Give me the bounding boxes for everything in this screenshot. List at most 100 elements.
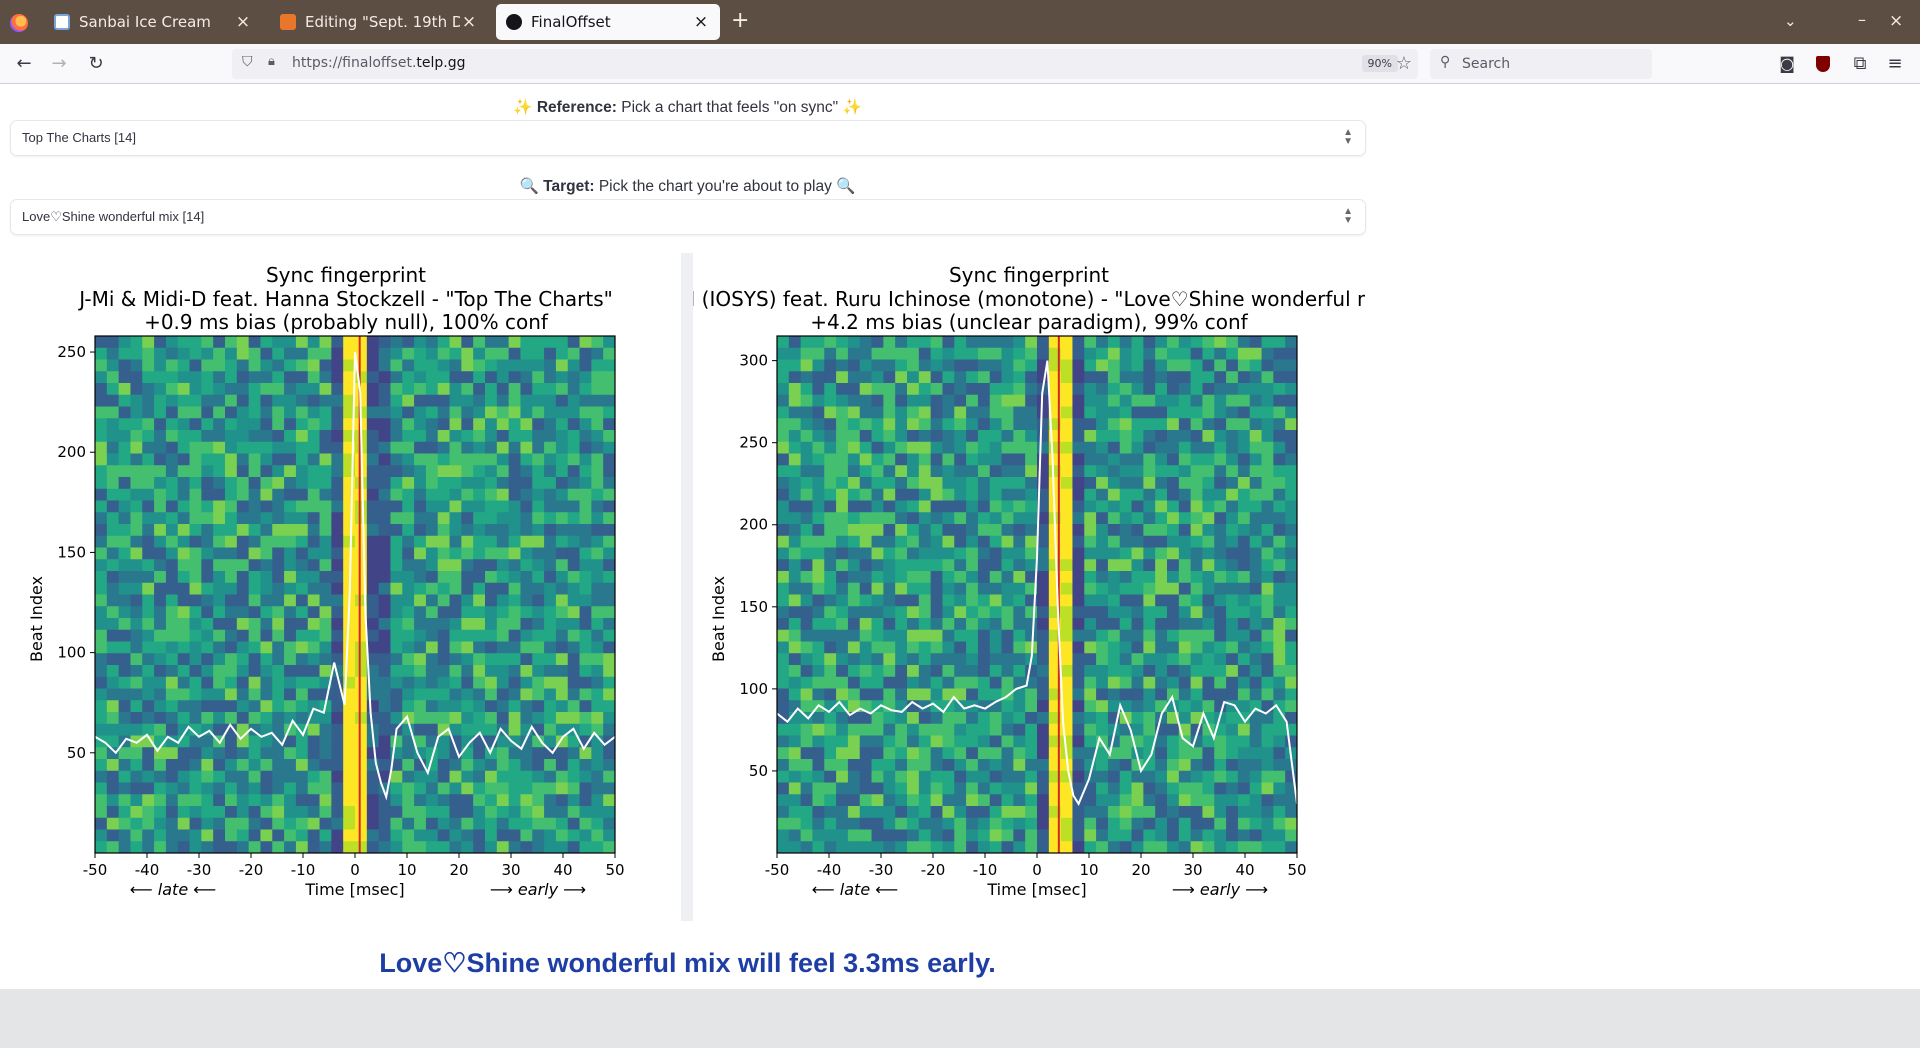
heatmap-cell: [1178, 629, 1192, 642]
close-window-icon[interactable]: ×: [1889, 11, 1904, 31]
heatmap-cell: [331, 606, 344, 619]
heatmap-cell: [989, 665, 1003, 678]
back-icon[interactable]: ←: [16, 53, 32, 74]
heatmap-cell: [942, 712, 955, 725]
heatmap-cell: [859, 582, 873, 595]
heatmap-cell: [989, 676, 1003, 689]
ublock-icon[interactable]: [1811, 52, 1835, 76]
heatmap-cell: [1084, 336, 1097, 349]
heatmap-cell: [142, 641, 155, 654]
heatmap-cell: [284, 547, 297, 560]
heatmap-cell: [532, 336, 545, 349]
new-tab-icon[interactable]: +: [731, 8, 750, 33]
heatmap-cell: [118, 641, 131, 654]
heatmap-cell: [591, 465, 604, 478]
reload-icon[interactable]: ↻: [88, 53, 104, 74]
heatmap-cell: [871, 394, 884, 407]
tracking-shield-icon[interactable]: ⛉: [242, 54, 253, 70]
heatmap-cell: [989, 688, 1003, 701]
heatmap-cell: [907, 336, 920, 349]
minimize-window-icon[interactable]: –: [1858, 10, 1866, 29]
heatmap-cell: [930, 759, 943, 772]
heatmap-cell: [1226, 453, 1239, 466]
heatmap-cell: [579, 582, 592, 595]
heatmap-cell: [930, 688, 943, 701]
heatmap-cell: [154, 347, 167, 360]
heatmap-cell: [319, 359, 332, 372]
heatmap-cell: [213, 712, 226, 725]
zoom-level-badge[interactable]: 90%: [1361, 55, 1398, 72]
heatmap-cell: [118, 747, 131, 760]
extensions-icon[interactable]: ⧉: [1853, 53, 1867, 74]
tab-editing[interactable]: Editing "Sept. 19th DDR A20 ×: [270, 4, 488, 40]
firefox-menu-icon[interactable]: [10, 14, 28, 32]
heatmap-cell: [366, 500, 380, 513]
heatmap-cell: [1037, 841, 1050, 854]
close-tab-icon[interactable]: ×: [693, 12, 709, 32]
heatmap-cell: [1190, 559, 1203, 572]
heatmap-cell: [895, 559, 908, 572]
heatmap-cell: [579, 770, 592, 783]
heatmap-cell: [461, 606, 474, 619]
heatmap-cell: [485, 794, 498, 807]
heatmap-cell: [907, 794, 920, 807]
heatmap-cell: [425, 441, 439, 454]
heatmap-cell: [1119, 512, 1133, 525]
heatmap-cell: [1131, 406, 1144, 419]
heatmap-cell: [425, 641, 439, 654]
heatmap-cell: [201, 747, 214, 760]
search-bar[interactable]: ⚲ Search: [1430, 49, 1652, 79]
heatmap-cell: [1202, 806, 1215, 819]
heatmap-cell: [800, 383, 813, 396]
bookmark-star-icon[interactable]: ☆: [1395, 53, 1413, 74]
heatmap-cell: [847, 641, 861, 654]
heatmap-cell: [118, 688, 131, 701]
heatmap-cell: [449, 430, 462, 443]
reference-chart-select[interactable]: Top The Charts [14] ▲ ▼: [11, 121, 1365, 155]
list-all-tabs-icon[interactable]: ⌄: [1784, 12, 1797, 30]
heatmap-cell: [942, 641, 955, 654]
heatmap-cell: [260, 582, 273, 595]
heatmap-cell: [437, 383, 451, 396]
close-tab-icon[interactable]: ×: [461, 12, 477, 32]
heatmap-cell: [1285, 336, 1298, 349]
forward-icon[interactable]: →: [51, 53, 67, 74]
tab-sanbai[interactable]: Sanbai Ice Cream ×: [44, 4, 262, 40]
select-caret-icon: ▲ ▼: [1343, 127, 1353, 147]
heatmap-cell: [966, 794, 979, 807]
heatmap-cell: [213, 841, 226, 854]
heatmap-cell: [532, 394, 545, 407]
heatmap-cell: [579, 336, 592, 349]
heatmap-cell: [473, 676, 486, 689]
heatmap-cell: [1226, 841, 1239, 854]
heatmap-cell: [225, 406, 238, 419]
heatmap-cell: [154, 524, 167, 537]
heatmap-cell: [118, 524, 131, 537]
heatmap-cell: [800, 629, 813, 642]
heatmap-cell: [989, 759, 1003, 772]
heatmap-cell: [1273, 817, 1286, 830]
app-menu-icon[interactable]: ≡: [1887, 53, 1903, 74]
target-chart-select[interactable]: Love♡Shine wonderful mix [14] ▲ ▼: [11, 200, 1365, 234]
heatmap-cell: [1084, 712, 1097, 725]
heatmap-cell: [1190, 477, 1203, 490]
heatmap-cell: [800, 524, 813, 537]
close-tab-icon[interactable]: ×: [235, 12, 251, 32]
heatmap-cell: [977, 547, 991, 560]
heatmap-cell: [473, 806, 486, 819]
heatmap-cell: [1237, 747, 1251, 760]
heatmap-cell: [544, 759, 557, 772]
heatmap-cell: [1261, 629, 1274, 642]
heatmap-cell: [966, 500, 979, 513]
heatmap-cell: [1226, 347, 1239, 360]
heatmap-cell: [142, 488, 155, 501]
url-bar[interactable]: ⛉ 🔒︎ https://finaloffset.telp.gg 90%: [232, 49, 1418, 79]
heatmap-cell: [307, 571, 321, 584]
heatmap-cell: [1025, 535, 1038, 548]
lock-icon[interactable]: 🔒︎: [268, 54, 275, 69]
heatmap-cell: [485, 571, 498, 584]
heatmap-cell: [106, 383, 120, 396]
pocket-icon[interactable]: ◙: [1779, 54, 1795, 73]
tab-finaloffset[interactable]: FinalOffset ×: [496, 4, 720, 40]
heatmap-cell: [544, 700, 557, 713]
